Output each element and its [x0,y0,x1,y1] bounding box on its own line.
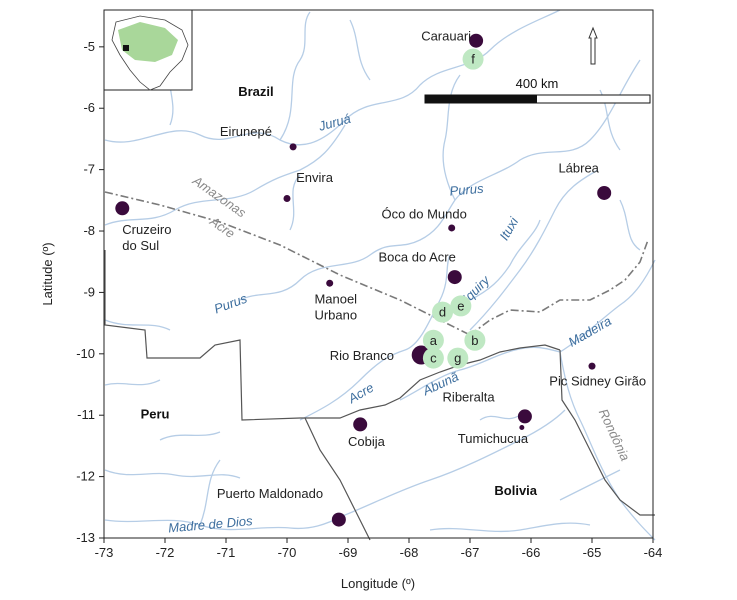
y-tick-label: -9 [83,284,95,299]
city-marker [115,201,130,216]
study-site-marker [450,295,472,317]
y-tick-label: -5 [83,39,95,54]
country-label: Peru [141,406,170,421]
axes: -73 -72 -71 -70 -69 -68 -67 -66 -65 -64 -5 -6 -7 -8 -9… [76,39,662,560]
city-label: Riberalta [443,390,496,405]
country-label: Bolivia [494,483,537,498]
city-label: Carauari [421,29,471,44]
study-site-label: a [430,333,438,348]
river-label: Acre [345,380,377,407]
y-tick-label: -12 [76,469,95,484]
state-label: Rondônia [596,406,633,463]
plot-frame [103,9,654,539]
y-axis-title: Latitude (º) [40,242,55,305]
x-tick-label: -71 [217,545,236,560]
river-network [104,9,656,541]
x-tick-label: -73 [95,545,114,560]
river-label: Madre de Dios [168,513,254,535]
city-label: Lábrea [558,161,599,176]
country-label: Brazil [238,84,273,99]
study-site-label: e [457,298,464,313]
city-marker [283,194,291,202]
city-marker [289,143,297,151]
y-tick-label: -13 [76,530,95,545]
y-tick-label: -7 [83,162,95,177]
amazon-region [118,22,178,62]
city-label: Boca do Acre [379,250,456,265]
y-tick-label: -11 [77,407,95,422]
y-tick-label: -6 [83,100,95,115]
city-marker [469,33,484,48]
state-label: Acre [206,213,237,241]
city-label: Cobija [348,434,386,449]
y-tick-label: -10 [76,346,95,361]
cities: Carauari Eirunepé Envira Cruzeiro do Sul Óco … [115,29,646,527]
city-label: Pic Sidney Girão [549,374,646,389]
x-tick-label: -68 [400,545,419,560]
study-site-label: g [454,351,461,366]
country-borders [104,250,655,541]
x-axis-title: Longitude (º) [341,576,415,591]
x-tick-label: -66 [522,545,541,560]
scale-bar-label: 400 km [516,76,559,91]
city-label: Óco do Mundo [382,207,467,222]
x-tick-label: -72 [156,545,175,560]
scale-bar: 400 km [424,76,651,104]
city-label: Puerto Maldonado [217,486,323,501]
city-marker [588,362,596,370]
north-arrow-icon [588,26,598,65]
river-label: Ituxi [496,214,521,243]
x-tick-label: -65 [583,545,602,560]
city-marker [447,270,462,285]
city-label: Tumichucua [458,431,529,446]
river-label: Purus [212,291,250,317]
city-marker [519,424,525,430]
study-site-marker [422,347,444,369]
city-label: Eirunepé [220,124,272,139]
river-label: Purus [449,181,485,199]
x-tick-label: -69 [339,545,358,560]
x-tick-label: -70 [278,545,297,560]
city-label: Manoel Urbano [314,291,357,322]
study-area-marker [123,45,129,51]
inset-map [103,9,193,91]
river-label: Madeira [566,313,614,349]
x-tick-label: -67 [461,545,480,560]
study-site-marker [432,301,454,323]
city-marker [517,409,532,424]
study-site-label: b [471,333,478,348]
study-site-label: d [439,305,446,320]
study-site-marker [462,48,484,70]
state-borders [104,191,649,336]
study-site-marker [422,329,444,351]
study-site-marker [447,347,469,369]
city-marker [448,224,456,232]
city-marker [331,512,346,527]
y-tick-label: -8 [83,223,95,238]
study-site-label: c [430,351,437,366]
study-site-label: f [471,52,475,67]
city-label: Cruzeiro do Sul [122,222,171,253]
city-marker [353,417,368,432]
city-label: Envira [296,170,334,185]
city-label: Rio Branco [330,348,394,363]
city-marker [326,279,334,287]
city-marker [597,185,612,200]
x-tick-label: -64 [644,545,663,560]
study-sites: f d e a b c g [422,48,486,369]
study-site-marker [464,329,486,351]
